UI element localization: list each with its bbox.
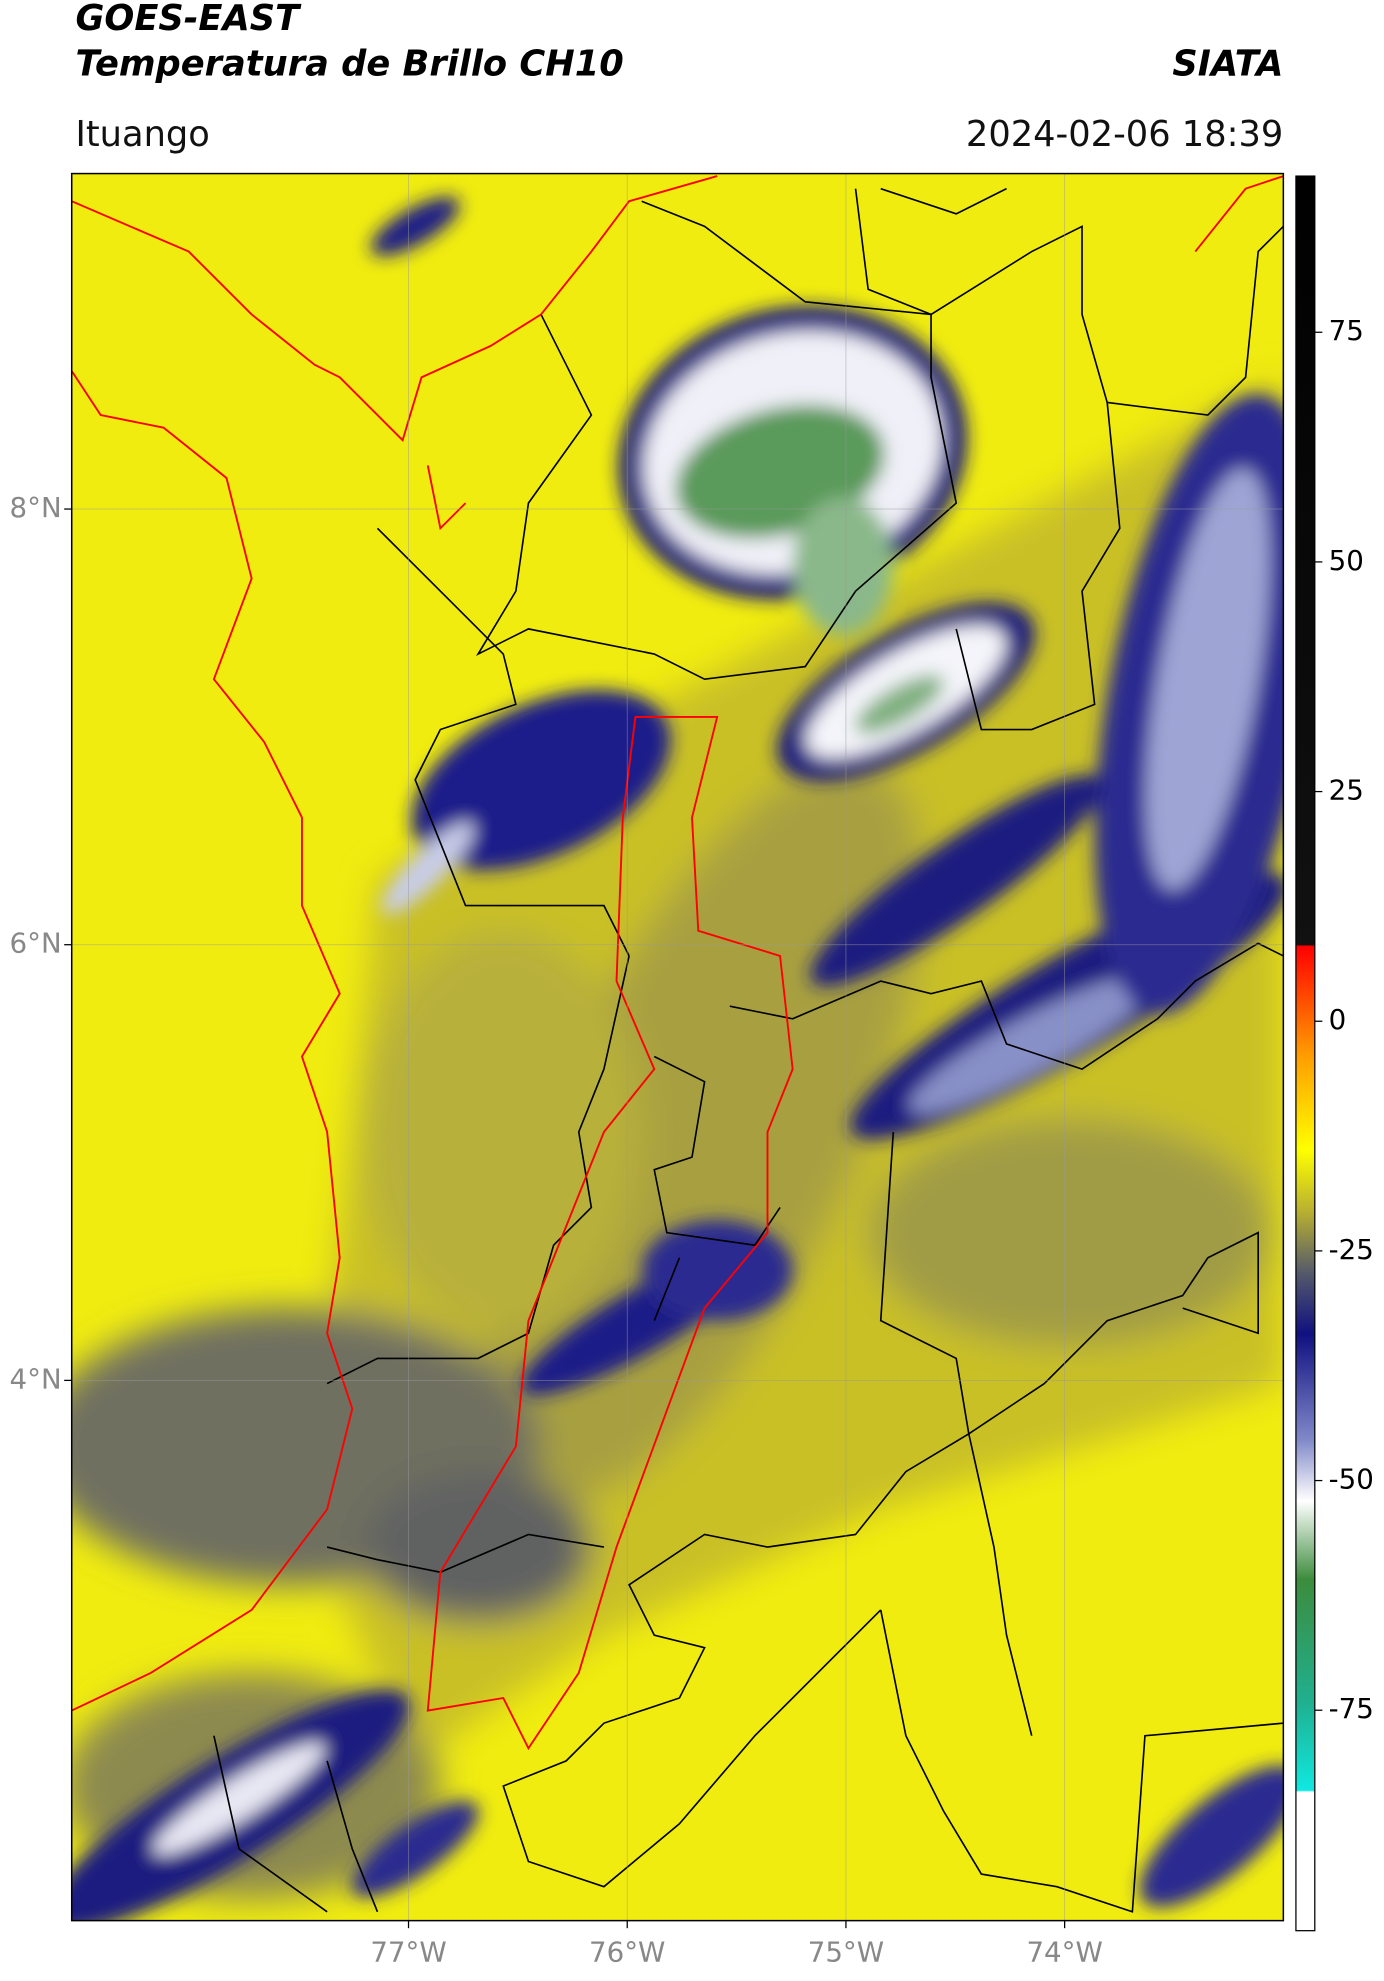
grid bbox=[71, 173, 1284, 1921]
lat-tick-label: 4°N bbox=[10, 1362, 62, 1395]
colorbar-tick-label: 25 bbox=[1329, 774, 1364, 807]
colorbar-tick-label: -50 bbox=[1329, 1463, 1374, 1496]
subtitle: Temperatura de Brillo CH10 bbox=[75, 43, 623, 84]
lon-tick-label: 77°W bbox=[370, 1935, 446, 1968]
lon-tick-label: 75°W bbox=[808, 1935, 884, 1968]
admin-boundaries bbox=[213, 187, 1284, 1913]
colorbar-tick-label: -75 bbox=[1329, 1692, 1374, 1725]
red-outlines bbox=[71, 175, 1284, 1751]
colorbar-tick-label: 50 bbox=[1329, 544, 1364, 577]
colorbar-tick-label: 75 bbox=[1329, 314, 1364, 347]
lat-tick-label: 6°N bbox=[10, 927, 62, 960]
map-image bbox=[71, 173, 1284, 1921]
lon-tick-label: 76°W bbox=[589, 1935, 665, 1968]
colorbar-tick-label: -25 bbox=[1329, 1233, 1374, 1266]
colorbar bbox=[1295, 175, 1316, 1932]
datetime: 2024-02-06 18:39 bbox=[966, 114, 1283, 155]
lat-tick-label: 8°N bbox=[10, 491, 62, 524]
title: GOES-EAST bbox=[75, 0, 302, 39]
map-frame bbox=[70, 172, 1285, 1922]
brand: SIATA bbox=[1172, 43, 1283, 84]
location: Ituango bbox=[75, 114, 209, 155]
colorbar-tick-label: 0 bbox=[1329, 1003, 1347, 1036]
lon-tick-label: 74°W bbox=[1026, 1935, 1102, 1968]
